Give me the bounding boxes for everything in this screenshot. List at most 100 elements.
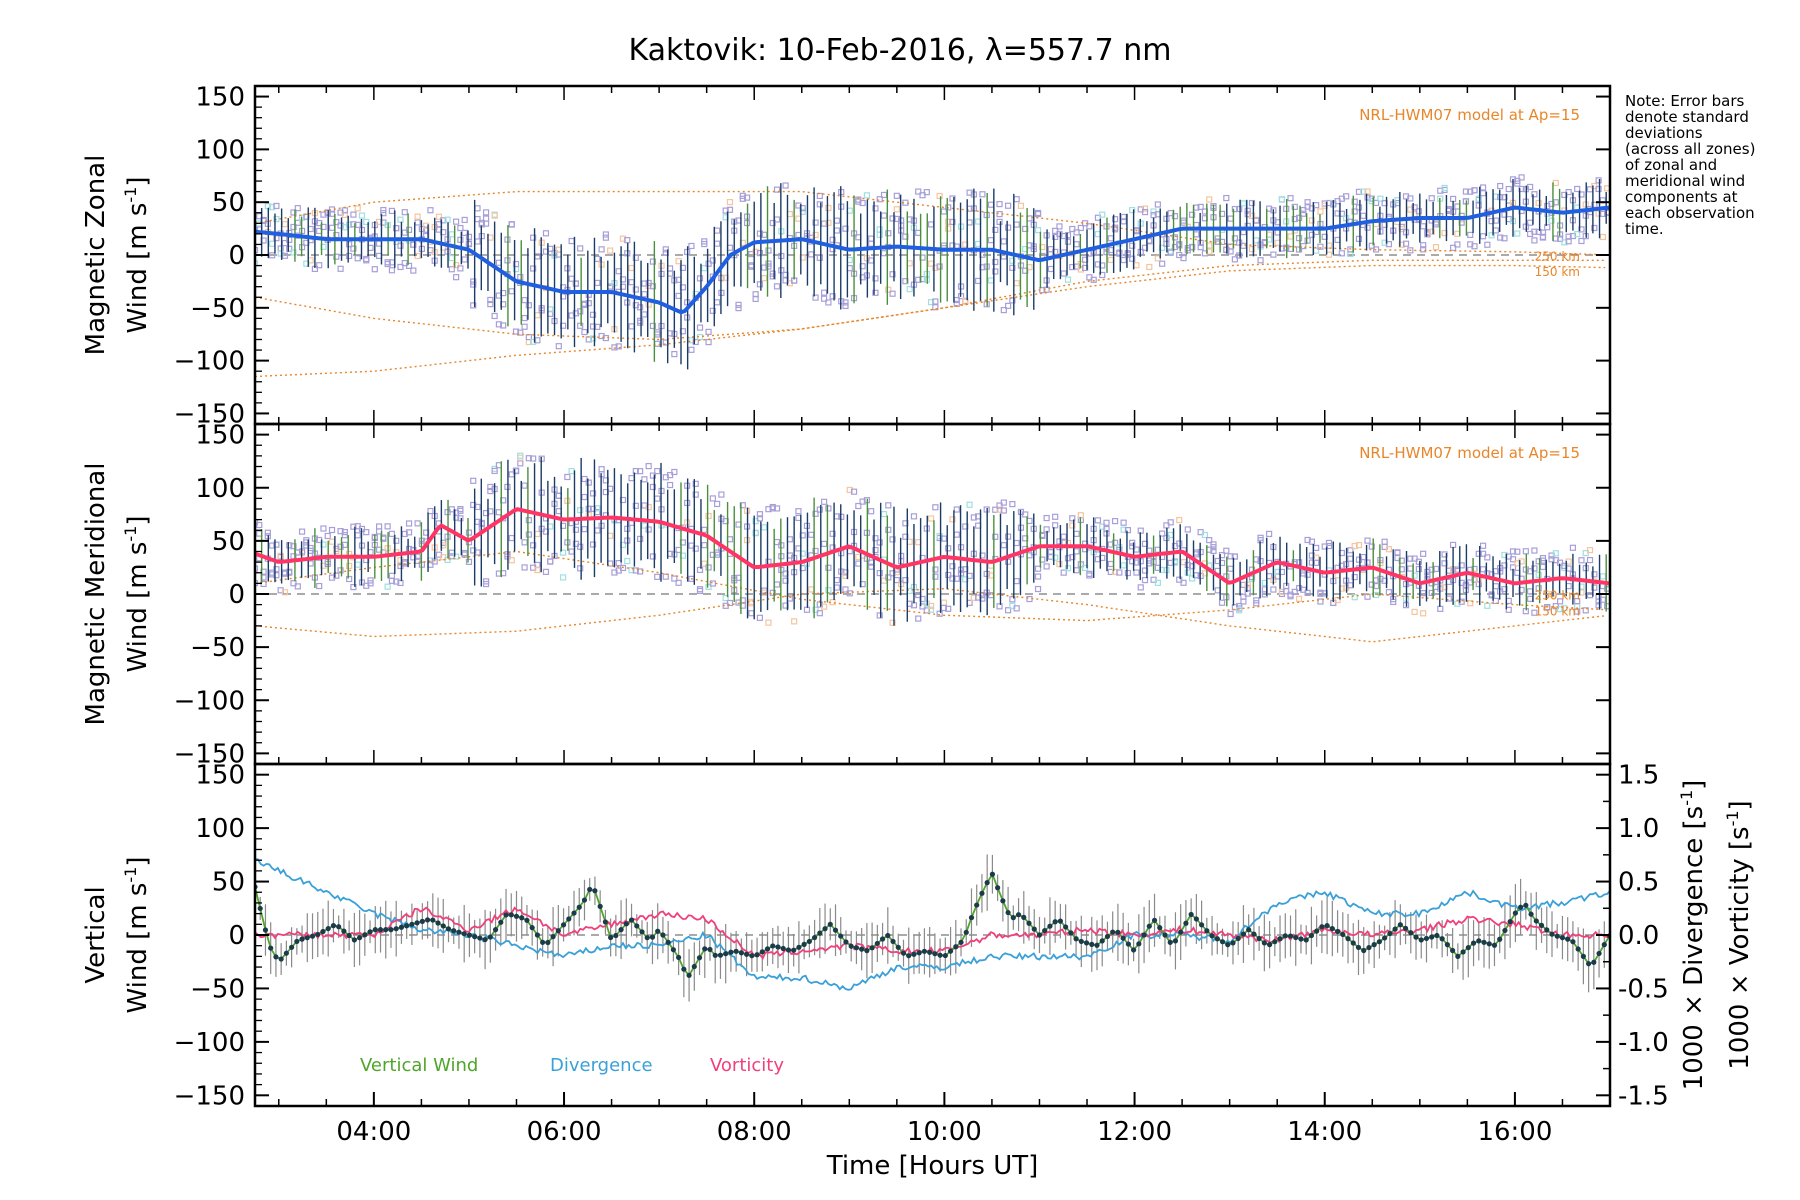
vertical-wind-point [587, 886, 593, 893]
alt-label: 250 km [1535, 588, 1580, 602]
zone-point [517, 460, 524, 467]
zone-point [880, 212, 888, 219]
zone-point [577, 322, 584, 329]
zone-point [1497, 182, 1504, 190]
zone-point [1497, 234, 1504, 241]
zone-point [1056, 223, 1063, 230]
vertical-wind-point [1246, 927, 1252, 933]
vertical-wind-point [1350, 940, 1356, 946]
zone-point [1244, 211, 1251, 218]
vertical-wind-point [953, 944, 959, 950]
zone-point [298, 528, 306, 535]
zone-point [577, 308, 584, 315]
vertical-wind-point [451, 928, 457, 934]
zone-point [889, 619, 896, 626]
vertical-wind-point [524, 917, 530, 923]
zone-point [637, 468, 644, 475]
zone-point [649, 258, 657, 265]
zone-point [1129, 206, 1136, 214]
zone-point [696, 324, 704, 331]
y-tick-label: −100 [174, 686, 245, 716]
zone-point [328, 224, 336, 231]
zone-point [346, 252, 353, 260]
zone-point [782, 182, 789, 189]
zone-point [286, 542, 293, 549]
vertical-wind-point [1219, 939, 1226, 945]
zone-point [1069, 554, 1076, 561]
vertical-wind-point [1277, 936, 1283, 942]
vertical-wind-point [874, 940, 880, 947]
zone-point [615, 559, 622, 567]
zone-point [474, 205, 481, 212]
zone-point [1509, 556, 1517, 563]
zone-point [1201, 531, 1209, 539]
zone-point [1176, 242, 1183, 249]
zone-point [1548, 556, 1555, 563]
vertical-wind-point [1005, 909, 1011, 916]
zone-point [1291, 588, 1298, 595]
zone-point [358, 212, 366, 219]
zone-point [401, 530, 408, 538]
zone-point [1338, 250, 1345, 257]
zone-point [444, 216, 451, 223]
zone-point [654, 495, 661, 502]
zone-point [346, 241, 353, 248]
zone-point [542, 230, 550, 237]
zone-point [1364, 559, 1371, 566]
zone-point [748, 263, 755, 270]
zone-point [927, 299, 935, 306]
zone-point [1479, 190, 1487, 197]
zone-point [1441, 184, 1448, 192]
zone-point [649, 483, 657, 491]
zone-point [1013, 196, 1020, 203]
y2-tick-label: 0.5 [1618, 868, 1659, 898]
vertical-wind-point [916, 950, 922, 956]
zone-point [692, 491, 699, 498]
y-axis-label-line2: Wind [m s-1] [121, 177, 153, 334]
zone-point [1167, 519, 1174, 526]
zone-point [1188, 575, 1196, 582]
vertical-wind-point [1575, 946, 1581, 952]
zone-point [1253, 597, 1260, 604]
vertical-wind-point [1188, 911, 1194, 918]
vertical-wind-point [409, 921, 415, 927]
vertical-wind-point [1340, 931, 1346, 938]
vertical-wind-point [932, 951, 938, 957]
zone-point [949, 575, 956, 582]
alt-label: 150 km [1535, 265, 1580, 279]
zone-point [739, 192, 746, 199]
zone-point [1574, 608, 1581, 615]
zone-point [316, 262, 323, 269]
y2-tick-label: 1.5 [1618, 761, 1659, 791]
zone-point [1077, 224, 1084, 232]
zone-point [945, 204, 952, 211]
zone-point [812, 231, 819, 239]
model-lines [255, 190, 1606, 378]
zone-point [1548, 217, 1555, 224]
zone-point [872, 535, 879, 542]
zone-point [521, 297, 528, 304]
zone-point [333, 218, 340, 226]
vertical-wind-point [1282, 933, 1288, 939]
zone-point [1099, 211, 1106, 218]
vertical-wind-point [1470, 940, 1477, 946]
zone-point [482, 215, 490, 222]
zone-point [953, 506, 960, 513]
vertical-wind-point [1146, 923, 1152, 929]
vertical-wind-point [864, 948, 870, 954]
zone-point [290, 223, 297, 231]
zone-point [1210, 544, 1217, 551]
vertical-wind-point [1491, 942, 1498, 948]
zone-point [1351, 594, 1358, 601]
y-tick-label: 0 [228, 241, 245, 271]
zone-point [808, 586, 815, 593]
vertical-wind-point [1355, 944, 1362, 951]
zone-point [525, 531, 532, 538]
zone-point [1535, 585, 1542, 592]
vertical-wind-point [1460, 949, 1466, 955]
y-tick-label: 100 [195, 474, 245, 504]
vertical-wind-point [289, 944, 295, 950]
vertical-wind-point [691, 963, 697, 970]
zone-point [294, 583, 301, 590]
zone-point [1505, 606, 1512, 613]
